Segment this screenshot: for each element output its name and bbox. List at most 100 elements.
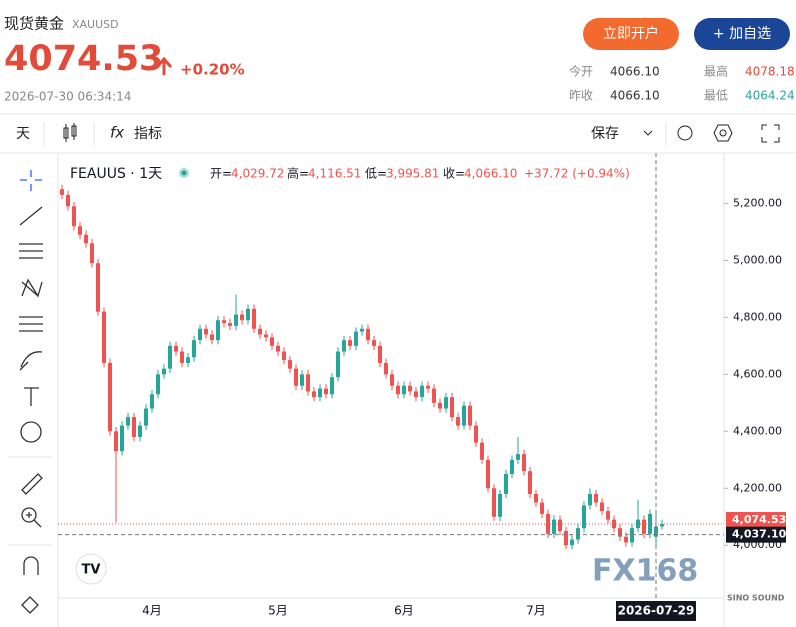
instrument-name: 现货黄金 xyxy=(4,15,64,33)
candle-body xyxy=(138,425,142,438)
watermark: FX168 SINO SOUND xyxy=(592,554,785,603)
candle-body xyxy=(450,397,454,418)
candle-body xyxy=(498,493,502,517)
candle-body xyxy=(522,454,526,472)
open-account-button[interactable] xyxy=(583,18,679,50)
candle-body xyxy=(276,345,280,352)
candle-body xyxy=(246,308,250,321)
interval-button[interactable]: 天 xyxy=(16,126,30,142)
candle-body xyxy=(318,388,322,398)
open-account-label[interactable]: 立即开户 xyxy=(603,25,659,42)
candle-body xyxy=(348,340,352,346)
candle-body xyxy=(342,340,346,352)
candle-body xyxy=(480,442,484,460)
candle-body xyxy=(234,314,238,326)
candle-body xyxy=(126,417,130,426)
series-title: FEAUUS · 1天 xyxy=(70,166,162,182)
y-tick-label: 4,800.00 xyxy=(733,310,782,323)
candle-body xyxy=(288,360,292,369)
candle-body xyxy=(396,385,400,395)
candle-body xyxy=(558,519,562,532)
candle-body xyxy=(174,345,178,352)
legend-value: 3,995.81 xyxy=(386,167,439,181)
candle-body xyxy=(420,385,424,398)
candle-body xyxy=(540,502,544,514)
price-tag xyxy=(726,526,786,543)
candle-body xyxy=(570,539,574,546)
candle-body xyxy=(354,331,358,346)
price-change: +0.20% xyxy=(180,61,245,79)
candle-body xyxy=(162,368,166,375)
settings-icon xyxy=(719,129,727,137)
candle-body xyxy=(366,328,370,341)
candle-body xyxy=(252,308,256,329)
stat-label: 昨收 xyxy=(569,89,593,103)
candle-body xyxy=(132,417,136,438)
stat-label: 今开 xyxy=(569,64,593,79)
candle-body xyxy=(222,320,226,324)
candle-body xyxy=(180,351,184,363)
candle-body xyxy=(90,243,94,264)
candle-body xyxy=(306,374,310,392)
candle-body xyxy=(552,519,556,534)
candle-body xyxy=(468,405,472,426)
chart-type-icon[interactable] xyxy=(63,123,77,142)
stat-value: 4064.24 xyxy=(745,89,795,103)
drawing-tools[interactable] xyxy=(19,170,43,614)
indicator-icon[interactable]: fx xyxy=(110,124,124,142)
indicators-button[interactable]: 指标 xyxy=(134,126,162,142)
candle-body xyxy=(192,340,196,358)
candle-body xyxy=(594,493,598,503)
stat-value: 4066.10 xyxy=(610,65,660,79)
candle-body xyxy=(336,351,340,378)
y-tick-label: 5,200.00 xyxy=(733,196,782,209)
last-price: 4074.53 xyxy=(4,39,163,79)
legend-value: 4,029.72 xyxy=(231,167,284,181)
candle-body xyxy=(198,328,202,341)
candle-body xyxy=(270,337,274,346)
candle-body xyxy=(360,328,364,332)
candle-body xyxy=(582,505,586,529)
candle-body xyxy=(516,454,520,460)
candle-body xyxy=(438,402,442,409)
save-button[interactable]: 保存 xyxy=(591,126,619,142)
instrument-symbol: XAUUSD xyxy=(72,18,119,31)
candle-body xyxy=(156,374,160,395)
candle-body xyxy=(78,226,82,235)
candle-body xyxy=(84,234,88,244)
candle-body xyxy=(114,431,118,452)
candle-body xyxy=(642,519,646,534)
settings-icon[interactable] xyxy=(713,124,733,142)
legend-key: 开= xyxy=(210,167,232,181)
watchlist-button[interactable] xyxy=(694,18,790,50)
up-arrow xyxy=(155,56,173,75)
legend-value: 4,116.51 xyxy=(308,167,361,181)
candle-body xyxy=(144,408,148,426)
alert-icon[interactable] xyxy=(677,125,693,141)
candle-body xyxy=(384,362,388,375)
price-tag-label: 4,037.10 xyxy=(732,528,787,541)
candle-body xyxy=(660,524,664,527)
x-tick-label: 4月 xyxy=(142,604,162,618)
legend-key: 高= xyxy=(287,166,309,181)
candle-body xyxy=(60,189,64,195)
y-tick-label: 4,400.00 xyxy=(733,424,782,437)
candle-body xyxy=(312,391,316,398)
fullscreen-icon[interactable] xyxy=(761,124,780,143)
svg-text:TV: TV xyxy=(82,563,101,578)
date-tag xyxy=(616,601,696,621)
y-tick-label: 5,000.00 xyxy=(733,253,782,266)
candle-body xyxy=(372,340,376,346)
candle-body xyxy=(258,328,262,335)
candle-body xyxy=(576,528,580,540)
timestamp: 2026-07-30 06:34:14 xyxy=(4,90,131,104)
date-tag-label: 2026-07-29 xyxy=(618,604,695,618)
save-menu[interactable] xyxy=(643,130,653,136)
candle-body xyxy=(300,374,304,386)
candle-body xyxy=(588,493,592,506)
candle-body xyxy=(492,488,496,517)
watermark-sub: SINO SOUND xyxy=(727,594,785,603)
watchlist-label[interactable]: + 加自选 xyxy=(713,26,771,42)
candle-body xyxy=(534,493,538,503)
